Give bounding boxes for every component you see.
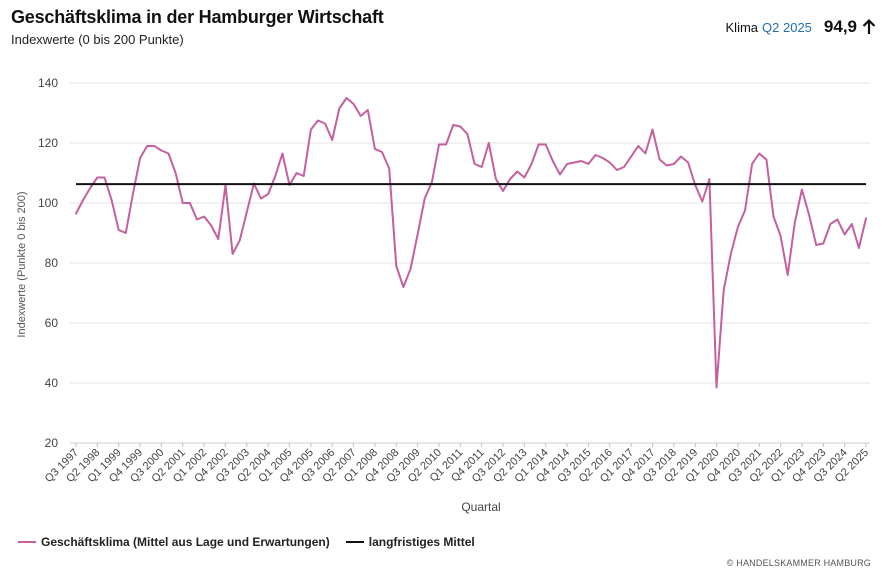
y-tick-label: 20 <box>45 436 59 450</box>
legend: Geschäftsklima (Mittel aus Lage und Erwa… <box>18 535 491 549</box>
legend-item-climate[interactable]: Geschäftsklima (Mittel aus Lage und Erwa… <box>18 535 330 549</box>
legend-swatch-climate <box>18 541 36 543</box>
arrow-up-icon <box>861 18 877 36</box>
y-tick-label: 60 <box>45 316 59 330</box>
y-tick-label: 40 <box>45 376 59 390</box>
chart-subtitle: Indexwerte (0 bis 200 Punkte) <box>11 32 184 47</box>
y-tick-label: 140 <box>38 76 58 90</box>
y-tick-label: 80 <box>45 256 59 270</box>
series-lines <box>75 97 867 389</box>
y-axis-ticks: 20 40 60 80 100 120 140 <box>38 76 58 450</box>
kpi-period: Q2 2025 <box>762 19 812 35</box>
legend-label-climate: Geschäftsklima (Mittel aus Lage und Erwa… <box>41 535 330 549</box>
legend-label-mean: langfristiges Mittel <box>368 535 475 549</box>
y-tick-label: 100 <box>38 196 58 210</box>
series-line-geschaeftsklima <box>75 97 867 389</box>
copyright-note: © HANDELSKAMMER HAMBURG <box>726 558 871 568</box>
current-value-box: Klima Q2 2025 94,9 <box>726 17 877 37</box>
legend-swatch-mean <box>345 541 364 543</box>
y-axis-label: Indexwerte (Punkte 0 bis 200) <box>16 191 28 337</box>
gridlines <box>70 82 870 384</box>
x-axis-label: Quartal <box>461 500 500 514</box>
y-tick-label: 120 <box>38 136 58 150</box>
kpi-label: Klima <box>725 19 759 35</box>
legend-item-mean[interactable]: langfristiges Mittel <box>345 535 475 549</box>
chart-title: Geschäftsklima in der Hamburger Wirtscha… <box>11 7 384 27</box>
kpi-value: 94,9 <box>823 17 857 36</box>
